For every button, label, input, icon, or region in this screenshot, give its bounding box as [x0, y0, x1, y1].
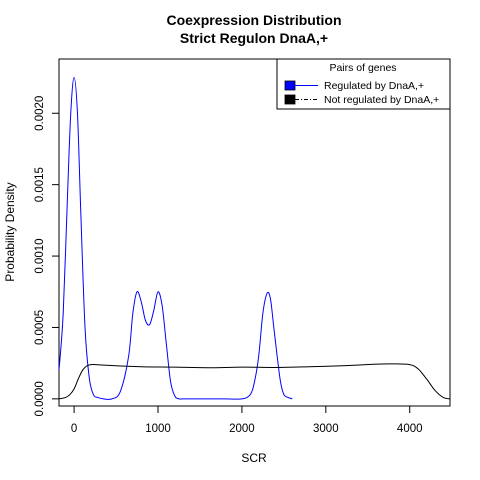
x-axis: 0 1000 2000 3000 4000 — [71, 406, 423, 435]
series-line-not-regulated — [58, 363, 451, 400]
x-tick-label: 3000 — [313, 423, 339, 435]
legend-swatch-not-regulated — [284, 94, 296, 105]
x-tick-label: 0 — [71, 423, 77, 435]
x-tick-label: 1000 — [145, 423, 171, 435]
y-tick-label: 0.0000 — [34, 381, 46, 416]
legend-swatch-regulated — [284, 80, 296, 91]
y-tick-label: 0.0015 — [34, 167, 46, 202]
chart-title: Coexpression Distribution — [166, 12, 341, 28]
y-axis: 0.0000 0.0005 0.0010 0.0015 0.0020 — [34, 96, 59, 416]
y-tick-label: 0.0010 — [34, 238, 46, 273]
legend: Pairs of genes Regulated by DnaA,+ Not r… — [276, 58, 451, 110]
chart-subtitle: Strict Regulon DnaA,+ — [180, 30, 328, 46]
x-axis-label: SCR — [241, 451, 267, 465]
legend-title: Pairs of genes — [329, 62, 396, 74]
x-tick-label: 2000 — [229, 423, 255, 435]
y-tick-label: 0.0005 — [34, 310, 46, 345]
series-curves — [58, 77, 451, 400]
legend-box — [276, 58, 451, 110]
legend-entry-regulated: Regulated by DnaA,+ — [324, 80, 424, 92]
legend-entry-not-regulated: Not regulated by DnaA,+ — [324, 94, 439, 106]
y-axis-label: Probability Density — [3, 182, 17, 281]
x-tick-label: 4000 — [397, 423, 423, 435]
y-tick-label: 0.0020 — [34, 96, 46, 131]
plot-frame — [58, 58, 451, 407]
series-line-regulated — [58, 77, 293, 400]
